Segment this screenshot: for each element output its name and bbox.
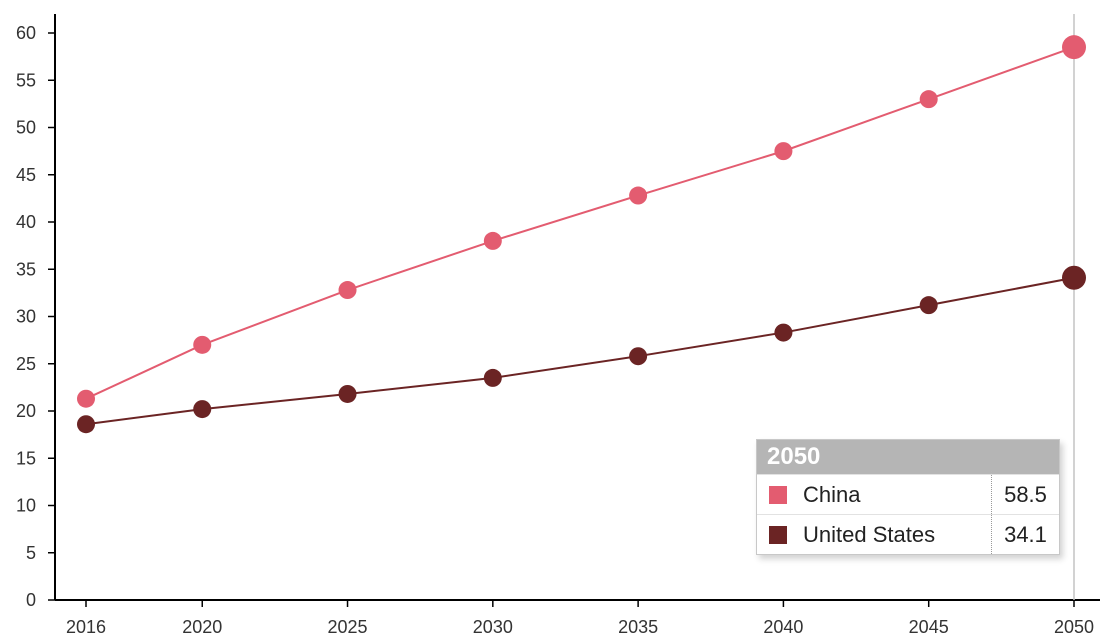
tooltip-series-value: 58.5: [991, 475, 1059, 514]
data-point-united-states[interactable]: [77, 415, 95, 434]
x-tick-label: 2025: [328, 617, 368, 635]
y-tick-label: 45: [16, 165, 36, 185]
y-tick-label: 50: [16, 118, 36, 138]
tooltip: 2050 China 58.5 United States 34.1: [756, 439, 1060, 555]
data-point-united-states[interactable]: [1062, 265, 1086, 290]
data-point-united-states[interactable]: [483, 368, 502, 387]
y-axis: 0 5 10 15 20 25 30 35 40 45 50 55 60: [16, 14, 56, 610]
data-point-china[interactable]: [338, 281, 357, 300]
data-point-china[interactable]: [1062, 35, 1086, 60]
data-point-united-states[interactable]: [629, 347, 648, 366]
tooltip-title: 2050: [757, 440, 1059, 474]
tooltip-row-united-states: United States 34.1: [757, 514, 1059, 554]
x-tick-label: 2045: [909, 617, 949, 635]
data-point-united-states[interactable]: [193, 400, 212, 419]
y-tick-label: 5: [26, 543, 36, 563]
data-point-china[interactable]: [193, 335, 212, 354]
x-tick-label: 2035: [618, 617, 658, 635]
tooltip-series-name: China: [803, 481, 861, 507]
x-tick-label: 2020: [182, 617, 222, 635]
data-point-united-states[interactable]: [338, 384, 357, 403]
x-tick-label: 2050: [1054, 617, 1094, 635]
y-tick-label: 55: [16, 70, 36, 90]
y-tick-label: 40: [16, 212, 36, 232]
series-line-china: [85, 46, 1075, 400]
y-tick-label: 25: [16, 354, 36, 374]
y-tick-label: 35: [16, 259, 36, 279]
y-tick-label: 10: [16, 496, 36, 516]
data-point-united-states[interactable]: [774, 323, 793, 342]
y-tick-label: 20: [16, 401, 36, 421]
tooltip-series-name: United States: [803, 521, 936, 547]
series-layer: [77, 35, 1086, 434]
x-tick-label: 2040: [763, 617, 803, 635]
tooltip-swatch-united-states: [769, 525, 787, 544]
series-line-united-states: [85, 276, 1075, 426]
data-point-united-states[interactable]: [919, 296, 938, 315]
x-tick-label: 2030: [473, 617, 513, 635]
x-axis: 2016 2020 2025 2030 2035 2040 2045 2050: [55, 599, 1100, 635]
tooltip-row-china: China 58.5: [757, 474, 1059, 514]
data-point-china[interactable]: [77, 389, 95, 408]
tooltip-swatch-china: [769, 485, 787, 504]
y-tick-label: 0: [26, 590, 36, 610]
x-tick-label: 2016: [66, 617, 106, 635]
tooltip-series-value: 34.1: [991, 515, 1059, 554]
data-point-china[interactable]: [774, 142, 793, 161]
y-tick-label: 15: [16, 448, 36, 468]
data-point-china[interactable]: [919, 90, 938, 109]
data-point-china[interactable]: [483, 231, 502, 250]
data-point-china[interactable]: [629, 186, 648, 205]
y-tick-label: 30: [16, 307, 36, 327]
y-tick-label: 60: [16, 23, 36, 43]
